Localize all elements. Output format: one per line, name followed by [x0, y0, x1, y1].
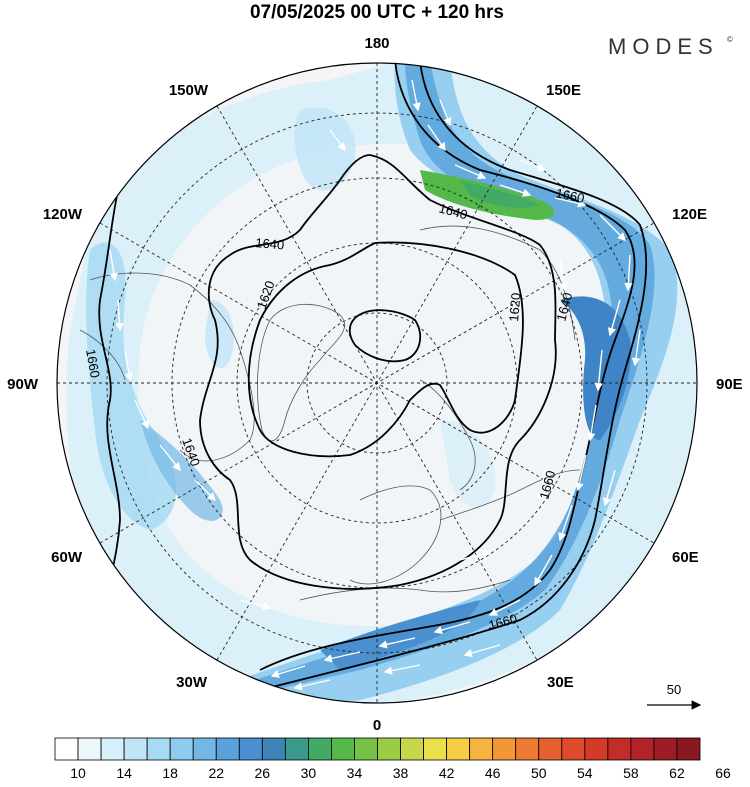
colorbar-swatch [561, 737, 586, 761]
lon-label-0: 0 [373, 717, 381, 734]
colorbar-swatch [307, 737, 332, 761]
colorbar-swatch [469, 737, 494, 761]
colorbar-tick-label: 66 [715, 765, 731, 781]
colorbar-swatch [607, 737, 632, 761]
colorbar-tick-label: 10 [70, 765, 86, 781]
colorbar-tick-label: 50 [531, 765, 547, 781]
contour-label: 1660 [487, 611, 519, 633]
map-title: 07/05/2025 00 UTC + 120 hrs [250, 2, 504, 23]
lon-label-180: 180 [364, 35, 389, 52]
colorbar-swatch [377, 737, 401, 761]
contour-label: 1620 [506, 292, 523, 322]
longitude-labels: 180 0 90W 90E 150W 120W 60W 30W 150E 120… [7, 35, 743, 734]
colorbar-swatch [146, 737, 171, 761]
colorbar-swatch [630, 737, 655, 761]
lon-label-60w: 60W [51, 549, 83, 566]
colorbar-swatch [284, 737, 309, 761]
colorbar-tick-label: 42 [439, 765, 455, 781]
lon-label-30w: 30W [176, 674, 208, 691]
contour-label: 1640 [255, 235, 285, 252]
colorbar-tick-label: 38 [393, 765, 409, 781]
colorbar-swatch [653, 737, 678, 761]
graticule [57, 63, 697, 703]
colorbar-tick-label: 30 [301, 765, 317, 781]
lon-label-120e: 120E [672, 206, 707, 223]
colorbar-swatch [169, 737, 194, 761]
lon-label-90e: 90E [716, 376, 743, 393]
map-disc [57, 63, 697, 703]
colorbar-tick-label: 62 [669, 765, 685, 781]
lon-label-90w: 90W [7, 376, 39, 393]
colorbar-tick-label: 14 [116, 765, 132, 781]
colorbar-swatch [123, 737, 148, 761]
colorbar-swatch [77, 737, 102, 761]
colorbar-tick-label: 58 [623, 765, 639, 781]
colorbar-swatch [400, 737, 424, 761]
colorbar: 10141822263034384246505458626670 [54, 737, 731, 781]
colorbar-tick-label: 22 [208, 765, 224, 781]
lon-label-60e: 60E [672, 549, 699, 566]
height-contours [98, 63, 648, 696]
map-boundary [56, 62, 698, 704]
contour-label: 1660 [554, 185, 585, 206]
wind-vectors [109, 79, 641, 697]
colorbar-tick-label: 34 [347, 765, 363, 781]
colorbar-swatch [492, 737, 517, 761]
contour-label: 1660 [536, 469, 558, 501]
wind-speed-shading [66, 63, 697, 703]
colorbar-swatch [584, 737, 609, 761]
copyright-mark: © [727, 35, 733, 44]
colorbar-swatch [215, 737, 240, 761]
lon-label-150e: 150E [546, 82, 581, 99]
reference-vector: 50 [647, 682, 702, 710]
colorbar-swatch [331, 737, 355, 761]
lon-label-30e: 30E [547, 674, 574, 691]
contour-label: 1660 [83, 348, 103, 379]
modes-logo: MODES [608, 34, 719, 59]
lon-label-150w: 150W [169, 82, 209, 99]
colorbar-tick-label: 26 [255, 765, 271, 781]
colorbar-swatch [676, 737, 701, 761]
lon-label-120w: 120W [43, 206, 83, 223]
colorbar-tick-label: 54 [577, 765, 593, 781]
colorbar-tick-label: 18 [162, 765, 178, 781]
contour-label: 1640 [437, 200, 469, 222]
colorbar-swatch [100, 737, 125, 761]
colorbar-swatch [54, 737, 79, 761]
colorbar-tick-label: 46 [485, 765, 501, 781]
colorbar-swatch [261, 737, 286, 761]
colorbar-swatch [354, 737, 378, 761]
colorbar-swatch [538, 737, 563, 761]
reference-vector-label: 50 [667, 682, 681, 697]
colorbar-swatch [192, 737, 217, 761]
colorbar-swatch [423, 737, 448, 761]
colorbar-swatch [515, 737, 540, 761]
colorbar-swatch [446, 737, 471, 761]
colorbar-swatch [238, 737, 263, 761]
contour-label: 1640 [553, 291, 575, 323]
